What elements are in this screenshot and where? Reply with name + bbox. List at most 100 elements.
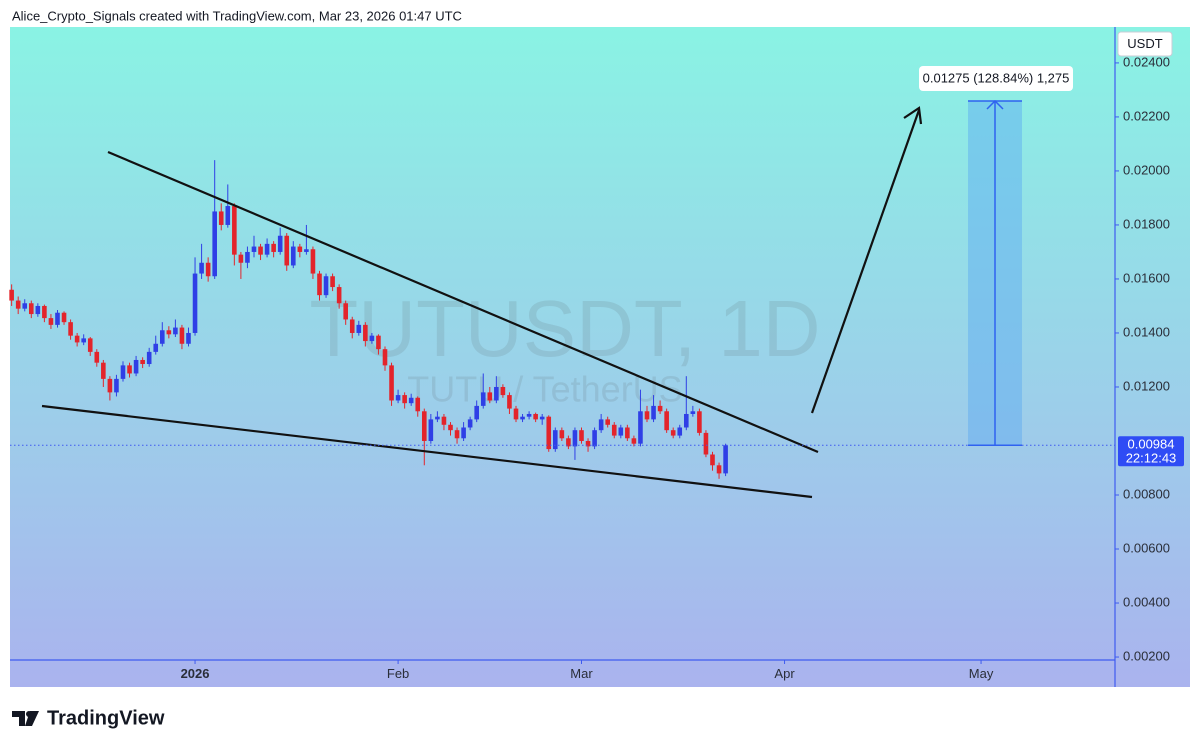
candle-body [61, 312, 67, 323]
measure-label: 0.01275 (128.84%) 1,275 [923, 70, 1070, 85]
candle-body [625, 427, 630, 439]
footer-logo: TradingView [12, 707, 165, 729]
candle-body [133, 359, 139, 374]
candle-body [697, 411, 702, 433]
candle-body [598, 419, 604, 431]
candle-body [343, 303, 348, 320]
candle-body [513, 408, 519, 420]
x-tick-label: 2026 [181, 666, 210, 681]
candle-body [716, 465, 722, 474]
y-tick-label: 0.01600 [1123, 270, 1170, 285]
candle-body [310, 249, 316, 274]
candle-body [94, 351, 100, 363]
candle-body [68, 322, 73, 336]
candle-body [461, 427, 466, 439]
candle-body [258, 246, 263, 255]
candle-body [592, 430, 597, 447]
candle-body [317, 273, 322, 296]
candle-body [526, 413, 532, 417]
candle-body [507, 395, 512, 409]
y-tick-label: 0.01800 [1123, 216, 1170, 231]
candle-body [245, 251, 250, 263]
candle-body [330, 276, 335, 288]
candle-body [454, 430, 460, 439]
watermark-subtitle: TUTU / TetherUS [407, 369, 682, 410]
candle-body [402, 395, 407, 404]
currency-label: USDT [1127, 36, 1162, 51]
candle-body [611, 424, 617, 436]
candle-body [101, 362, 106, 379]
candle-body [218, 211, 224, 225]
candle-body [605, 419, 610, 425]
header-text: Alice_Crypto_Signals created with Tradin… [12, 8, 462, 23]
chart-background [10, 27, 1190, 687]
candle-body [552, 430, 558, 450]
candle-body [677, 427, 683, 436]
candle-body [290, 246, 296, 266]
y-tick-label: 0.00400 [1123, 594, 1170, 609]
candle-body [212, 211, 217, 277]
candle-body [644, 411, 650, 420]
candle-body [251, 246, 257, 252]
x-tick-label: May [969, 666, 994, 681]
measure-arrowhead [986, 99, 1004, 110]
candle-body [186, 332, 191, 344]
candle-body [389, 365, 394, 401]
y-tick-label: 0.00200 [1123, 648, 1170, 663]
candle-body [323, 276, 329, 296]
countdown-label: 22:12:43 [1126, 451, 1177, 466]
candle-body [363, 324, 368, 342]
candle-body [572, 430, 578, 447]
candle-body [55, 312, 60, 325]
candle-body [35, 305, 41, 315]
candle-body [297, 246, 303, 252]
candle-body [120, 365, 126, 379]
candles [9, 160, 728, 479]
y-tick-label: 0.00800 [1123, 486, 1170, 501]
candle-body [179, 327, 185, 344]
candle-body [533, 413, 538, 420]
candle-body [441, 416, 447, 425]
candle-body [585, 440, 591, 447]
candle-body [166, 330, 172, 335]
candle-body [304, 249, 309, 252]
candle-body [546, 416, 552, 450]
candle-body [520, 416, 525, 420]
watermark-title: TUTUSDT, 1D [309, 284, 820, 373]
candle-body [670, 430, 676, 436]
candle-body [349, 319, 355, 333]
candle-body [435, 416, 440, 420]
candle-body [192, 273, 198, 333]
candle-body [539, 416, 545, 420]
candle-body [382, 349, 388, 366]
candle-body [500, 386, 506, 396]
candle-body [369, 335, 375, 342]
candle-body [238, 254, 244, 263]
candle-body [81, 338, 86, 343]
candle-body [683, 413, 689, 428]
candle-body [710, 454, 715, 466]
candle-body [566, 438, 571, 447]
logo-dot [26, 711, 32, 717]
candle-body [408, 397, 414, 404]
candle-body [74, 335, 80, 343]
currency-box [1117, 31, 1173, 57]
candle-body [690, 411, 696, 414]
y-tick-label: 0.02000 [1123, 162, 1170, 177]
candle-body [395, 395, 401, 401]
candle-body [664, 411, 669, 431]
candle-body [467, 419, 473, 428]
candle-body [638, 411, 643, 444]
lower-trendline [41, 404, 813, 499]
candle-body [703, 432, 709, 455]
candle-body [28, 303, 34, 315]
last-price-label: 0.00984 [1128, 437, 1175, 452]
candle-body [428, 419, 434, 441]
candle-body [480, 392, 486, 406]
candle-body [127, 365, 132, 374]
y-tick-label: 0.02400 [1123, 54, 1170, 69]
candle-body [271, 243, 276, 252]
candle-body [474, 405, 479, 420]
